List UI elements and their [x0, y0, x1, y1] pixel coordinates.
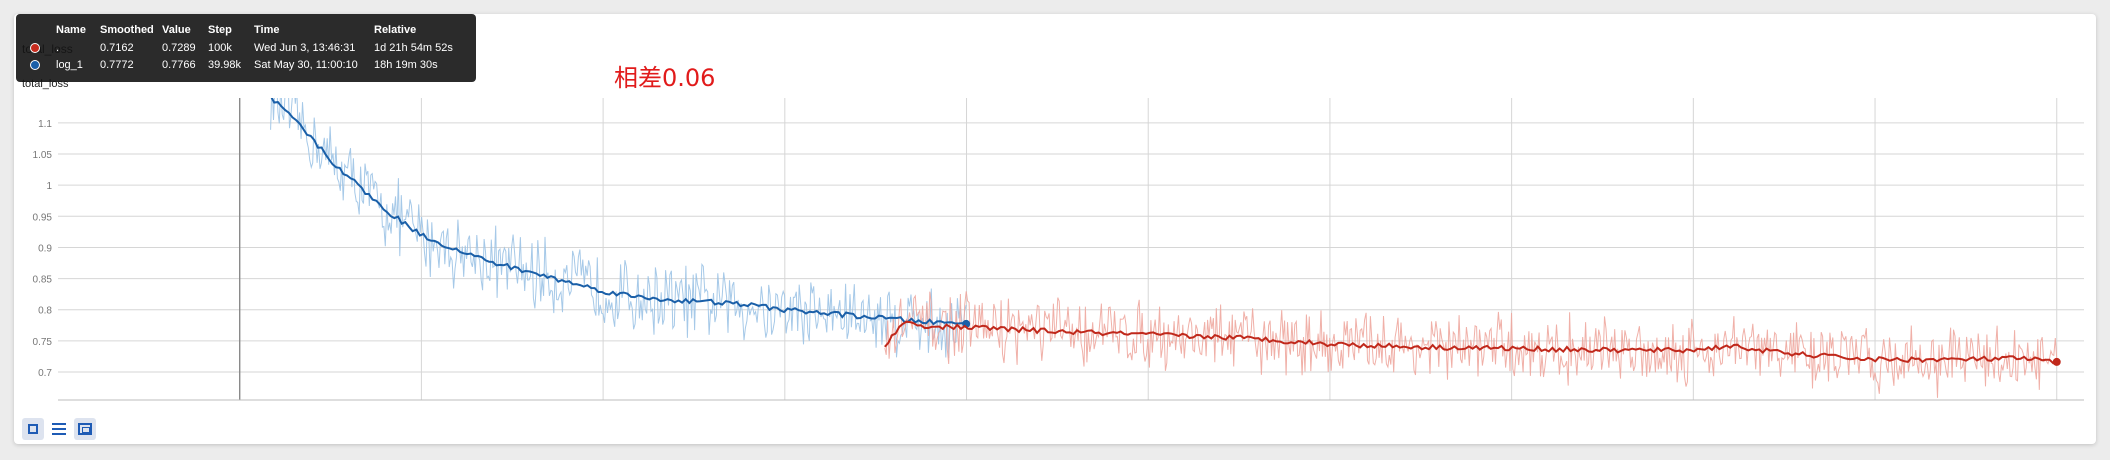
series-smoothed-line — [270, 98, 967, 328]
y-tick-label: 0.9 — [38, 243, 52, 254]
expand-chart-button[interactable] — [22, 418, 44, 440]
series-smoothed-line — [884, 320, 2058, 365]
y-tick-label: 0.75 — [33, 337, 53, 348]
tooltip-header-step: Step — [208, 24, 232, 36]
fullscreen-icon — [28, 424, 38, 434]
loss-chart[interactable]: 0.70.750.80.850.90.9511.051.1010k20k30k4… — [14, 14, 2096, 414]
series-color-dot-icon — [30, 60, 40, 70]
tooltip-row-relative: 18h 19m 30s — [374, 59, 438, 71]
tooltip-row-name: . — [56, 42, 60, 54]
series-color-dot-icon — [30, 43, 40, 53]
y-tick-label: 0.8 — [38, 306, 52, 317]
lines-icon — [52, 423, 66, 435]
series-raw-line — [270, 98, 967, 359]
y-tick-label: 0.85 — [33, 275, 53, 286]
y-tick-label: 0.7 — [38, 368, 52, 379]
tooltip-row-smoothed: 0.7162 — [100, 42, 134, 54]
series-raw-line — [884, 291, 2058, 398]
tooltip-row-step: 39.98k — [208, 59, 242, 71]
tooltip-header-value: Value — [162, 24, 191, 36]
tooltip-row-value: 0.7766 — [162, 59, 196, 71]
tooltip-row: . 0.7162 0.7289 100k Wed Jun 3, 13:46:31… — [16, 42, 476, 58]
tooltip-header-relative: Relative — [374, 24, 417, 36]
tooltip-row-step: 100k — [208, 42, 232, 54]
y-tick-label: 0.95 — [33, 212, 53, 223]
tooltip-header-smoothed: Smoothed — [100, 24, 154, 36]
difference-annotation: 相差0.06 — [614, 64, 716, 92]
tooltip-row-time: Wed Jun 3, 13:46:31 — [254, 42, 356, 54]
tooltip-row-time: Sat May 30, 11:00:10 — [254, 59, 358, 71]
tooltip-row-relative: 1d 21h 54m 52s — [374, 42, 453, 54]
tooltip-row-smoothed: 0.7772 — [100, 59, 134, 71]
fit-domain-button[interactable] — [74, 418, 96, 440]
y-tick-label: 1 — [46, 181, 52, 192]
tooltip-header-name: Name — [56, 24, 86, 36]
tooltip-row-value: 0.7289 — [162, 42, 196, 54]
tooltip-row-name: log_1 — [56, 59, 83, 71]
y-tick-label: 1.1 — [38, 119, 52, 130]
tooltip-row: log_1 0.7772 0.7766 39.98k Sat May 30, 1… — [16, 59, 476, 75]
series-tooltip: Name Smoothed Value Step Time Relative .… — [16, 14, 476, 82]
tooltip-header-row: Name Smoothed Value Step Time Relative — [16, 24, 476, 40]
toggle-log-scale-button[interactable] — [48, 418, 70, 440]
tooltip-header-time: Time — [254, 24, 280, 36]
scalar-chart-card: 0.70.750.80.850.90.9511.051.1010k20k30k4… — [14, 14, 2096, 444]
fit-domain-icon — [78, 423, 92, 435]
series-endpoint-marker — [2052, 357, 2061, 366]
y-tick-label: 1.05 — [33, 150, 53, 161]
